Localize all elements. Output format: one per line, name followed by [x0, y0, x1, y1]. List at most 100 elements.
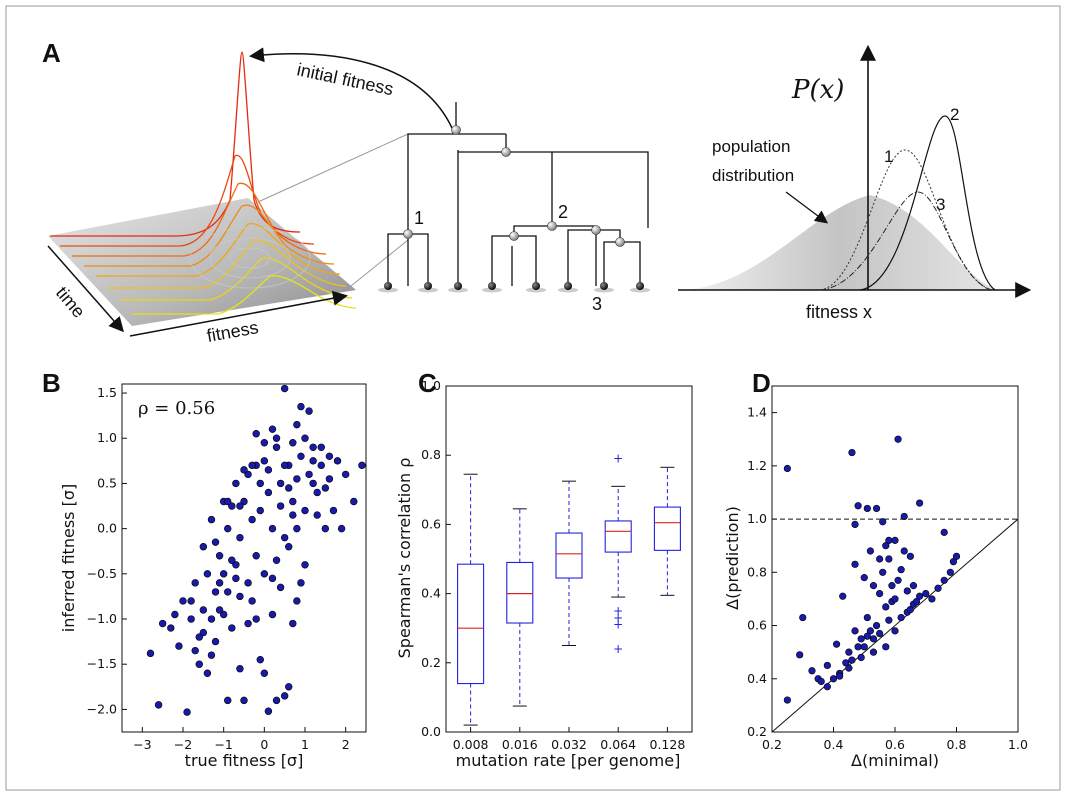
panel-c-ytick-label: 0.2 [421, 655, 441, 670]
panel-b-point [260, 669, 269, 677]
panel-b-point [276, 502, 285, 510]
panel-d-ticks: 0.2 0.4 0.6 0.8 1.0 0.2 0.4 0.6 0.8 1.0 1.2 1.4 [747, 405, 1028, 752]
panel-b-ytick-label: 1.5 [97, 385, 117, 400]
curve-3 [819, 191, 993, 291]
panel-d-point [854, 502, 862, 510]
panel-d-point [909, 582, 918, 590]
panel-b-point [305, 407, 313, 415]
panel-c-outlier: + [613, 611, 623, 625]
panel-b-point [350, 497, 358, 506]
panel-d-point [922, 589, 930, 598]
panel-b-point [309, 479, 317, 488]
panel-d-xtick-label: 1.0 [1008, 737, 1028, 752]
panel-c-ytick-label: 0.6 [421, 516, 441, 531]
panel-b: B −3 −2 −1 0 1 2−2.0−1.5−1.0−0.50.00.51.01.5 … [42, 368, 367, 770]
panel-b-xlabel: true fitness [σ] [185, 751, 304, 770]
panel-b-axes-frame [121, 383, 367, 733]
panel-b-point [276, 583, 285, 592]
panel-d-point [869, 648, 878, 656]
panel-d-point [869, 635, 878, 643]
tree-internal-nodes [403, 125, 625, 247]
panel-c-iqr-box [506, 561, 534, 624]
panel-d-point [891, 595, 899, 603]
panel-b-xtick-label: 0 [260, 737, 268, 752]
panel-d-xlabel: Δ(minimal) [851, 751, 939, 770]
panel-c-box [506, 508, 534, 707]
panel-d-point [885, 616, 893, 624]
panel-b-point [199, 543, 208, 551]
panel-b-point [268, 574, 277, 583]
panel-b-point [325, 475, 334, 483]
panel-b-point [236, 533, 244, 542]
panel-c-xtick-label: 0.128 [650, 737, 686, 752]
panel-b-point [240, 696, 248, 705]
tree-node-label-1: 1 [414, 208, 424, 228]
panel-b-point [260, 570, 269, 578]
panel-b-point [154, 701, 163, 709]
panel-b-point [215, 552, 224, 560]
panel-b-point [240, 466, 248, 474]
panel-c-ticks: 0.0 0.2 0.4 0.6 0.8 1.0 0.008 0.016 0.032 0.064 0.… [421, 378, 685, 752]
panel-b-point [228, 624, 236, 632]
panel-d-point [836, 672, 844, 680]
panel-b-ytick-label: −1.0 [87, 611, 117, 626]
panel-b-point [289, 511, 297, 519]
panel-b-point [252, 430, 260, 438]
panel-b-point [248, 597, 256, 605]
curve-label-3: 3 [936, 195, 945, 214]
panel-b-point [325, 452, 334, 461]
panel-d-point [940, 528, 948, 536]
panel-b-point [211, 588, 220, 596]
panel-d-point [869, 582, 878, 590]
panel-d-point [860, 643, 868, 651]
projection-line-bottom [345, 239, 409, 291]
panel-b-ytick-label: −2.0 [87, 701, 117, 716]
tree-node-label-2: 2 [558, 202, 568, 222]
panel-c-xlabel: mutation rate [per genome] [456, 751, 681, 770]
fitness-time-surface: time fitness [47, 51, 357, 346]
panel-b-point [280, 692, 289, 700]
panel-b-point [236, 592, 244, 601]
fitness-axis [129, 290, 348, 337]
panel-b-point [248, 461, 256, 470]
panel-b-point [289, 497, 297, 506]
panel-d-point [915, 592, 924, 600]
panel-c-ytick-label: 0.0 [421, 724, 441, 739]
panel-d-xtick-label: 0.4 [824, 737, 844, 752]
panel-d-point [900, 547, 908, 555]
panel-b-point [280, 461, 289, 470]
panel-b-point [260, 439, 269, 447]
panel-b-ticks: −3 −2 −1 0 1 2 −2.0 −1.5 −1.0 −0.5 0.0 0.5 1.0 1.5 [87, 385, 350, 752]
panel-b-point [321, 484, 330, 492]
panel-c-ytick-label: 1.0 [421, 378, 441, 393]
panel-b-point [207, 651, 216, 659]
panel-d-point [848, 448, 856, 457]
panel-b-point [297, 579, 305, 587]
panel-b-point [256, 479, 264, 488]
panel-d-point [839, 592, 847, 600]
panel-b-point [252, 615, 260, 623]
panel-d-point [894, 435, 902, 443]
panel-c-box [653, 466, 681, 596]
fitness-axis-label: fitness [205, 317, 260, 346]
panel-d-point [851, 560, 859, 568]
time-axis [47, 245, 124, 333]
panel-b-point [252, 552, 260, 560]
panel-d-point [783, 696, 791, 704]
panel-d-ytick-label: 1.2 [747, 458, 767, 473]
panel-b-point [272, 434, 281, 442]
panel-b-xtick-label: 2 [342, 737, 350, 752]
panel-d-point [851, 627, 859, 635]
panel-d-point [894, 576, 902, 584]
panel-b-point [268, 610, 277, 619]
panel-d-point [872, 621, 881, 630]
panel-d-point [891, 536, 899, 544]
panel-d-point [915, 499, 924, 507]
panel-d-point [876, 555, 884, 563]
panel-d-point [879, 568, 887, 576]
panel-b-point [211, 637, 220, 646]
panel-d-point [829, 675, 838, 683]
curve-label-2: 2 [950, 105, 959, 124]
panel-b-point [248, 515, 256, 524]
